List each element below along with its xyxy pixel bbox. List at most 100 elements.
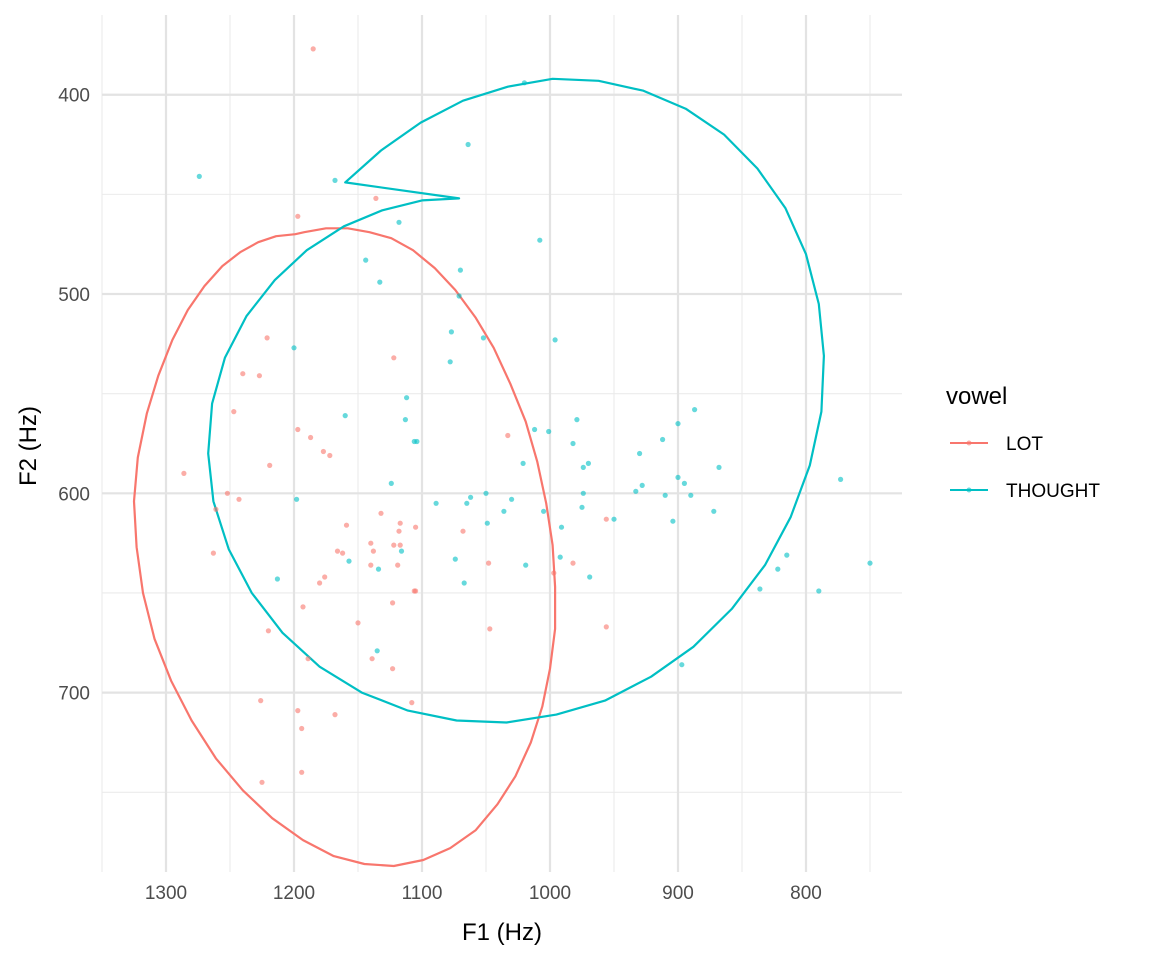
data-point-lot bbox=[310, 46, 316, 52]
series-lot bbox=[181, 46, 609, 785]
data-point-thought bbox=[377, 279, 383, 285]
data-point-thought bbox=[447, 359, 453, 365]
data-point-lot bbox=[332, 712, 338, 718]
data-point-thought bbox=[537, 237, 543, 243]
data-point-lot bbox=[391, 355, 397, 361]
data-point-thought bbox=[688, 492, 694, 498]
data-point-lot bbox=[409, 700, 415, 706]
data-point-thought bbox=[670, 518, 676, 524]
confidence-ellipses bbox=[132, 77, 825, 868]
data-point-lot bbox=[327, 452, 333, 459]
data-point-lot bbox=[603, 624, 609, 630]
data-point-lot bbox=[397, 520, 403, 526]
data-point-lot bbox=[264, 335, 270, 341]
data-point-thought bbox=[662, 492, 668, 498]
grid bbox=[101, 15, 902, 872]
data-point-thought bbox=[541, 508, 547, 514]
data-point-thought bbox=[716, 464, 722, 470]
data-point-lot bbox=[317, 580, 323, 586]
data-point-lot bbox=[299, 725, 305, 732]
data-point-thought bbox=[294, 496, 300, 502]
data-point-lot bbox=[240, 371, 246, 377]
data-point-thought bbox=[681, 480, 688, 486]
data-point-thought bbox=[196, 173, 202, 179]
data-point-lot bbox=[299, 769, 305, 775]
data-point-thought bbox=[579, 504, 585, 510]
data-point-thought bbox=[291, 345, 297, 351]
legend-item-lot: LOT bbox=[950, 434, 1043, 455]
legend-item-thought: THOUGHT bbox=[950, 481, 1100, 502]
data-point-thought bbox=[468, 494, 474, 500]
data-point-lot bbox=[340, 550, 346, 556]
y-tick-label: 400 bbox=[58, 86, 90, 107]
data-point-lot bbox=[256, 373, 262, 379]
data-point-lot bbox=[390, 666, 396, 672]
data-point-lot bbox=[300, 604, 306, 610]
x-axis-title: F1 (Hz) bbox=[462, 919, 542, 946]
data-point-lot bbox=[295, 708, 301, 714]
data-point-lot bbox=[413, 524, 419, 530]
data-point-thought bbox=[775, 566, 781, 572]
data-point-lot bbox=[265, 628, 271, 634]
legend-label-thought: THOUGHT bbox=[1006, 481, 1100, 502]
data-point-lot bbox=[322, 574, 328, 580]
data-point-lot bbox=[334, 548, 341, 554]
data-point-thought bbox=[570, 440, 576, 447]
legend-key-point-thought bbox=[966, 487, 972, 493]
data-point-thought bbox=[816, 588, 822, 594]
data-point-thought bbox=[483, 490, 489, 496]
x-tick-label: 800 bbox=[790, 883, 822, 904]
data-point-thought bbox=[363, 257, 369, 263]
x-tick-label: 1300 bbox=[145, 883, 187, 904]
data-point-thought bbox=[464, 500, 470, 506]
data-point-thought bbox=[414, 438, 420, 445]
data-point-thought bbox=[332, 177, 338, 183]
data-point-thought bbox=[465, 141, 471, 148]
y-tick-label: 500 bbox=[58, 285, 90, 306]
data-point-lot bbox=[231, 409, 237, 415]
data-point-thought bbox=[433, 500, 439, 506]
data-point-lot bbox=[391, 542, 397, 548]
data-point-thought bbox=[402, 417, 408, 423]
data-point-thought bbox=[637, 450, 643, 457]
y-axis-ticks: 400 500 600 700 bbox=[58, 86, 90, 705]
ellipse-thought bbox=[207, 77, 825, 724]
data-point-thought bbox=[580, 464, 586, 470]
data-point-thought bbox=[675, 474, 681, 480]
data-point-lot bbox=[308, 434, 314, 441]
data-point-lot bbox=[305, 656, 311, 662]
data-point-thought bbox=[452, 556, 458, 562]
data-point-lot bbox=[210, 550, 216, 556]
data-point-thought bbox=[484, 520, 490, 526]
data-point-thought bbox=[457, 267, 463, 273]
data-point-lot bbox=[390, 600, 396, 606]
data-point-thought bbox=[552, 337, 558, 343]
data-point-thought bbox=[784, 552, 790, 558]
data-point-thought bbox=[509, 496, 515, 502]
data-point-lot bbox=[487, 626, 493, 632]
data-point-thought bbox=[660, 436, 666, 443]
data-point-thought bbox=[404, 395, 410, 401]
legend-key-point-lot bbox=[966, 440, 972, 446]
data-point-thought bbox=[711, 508, 717, 514]
data-point-lot bbox=[395, 562, 401, 568]
data-point-thought bbox=[375, 566, 382, 572]
data-point-lot bbox=[295, 426, 301, 433]
x-tick-label: 1100 bbox=[402, 883, 443, 904]
data-point-thought bbox=[532, 426, 538, 433]
data-point-lot bbox=[368, 562, 374, 568]
data-point-lot bbox=[370, 548, 376, 554]
data-point-thought bbox=[456, 293, 462, 299]
y-tick-label: 600 bbox=[58, 484, 90, 505]
legend: vowel LOT THOUGHT bbox=[946, 383, 1100, 502]
data-point-thought bbox=[558, 524, 565, 530]
data-point-thought bbox=[757, 586, 763, 592]
data-point-lot bbox=[259, 779, 265, 785]
data-point-lot bbox=[320, 448, 326, 455]
data-point-thought bbox=[461, 580, 467, 586]
x-tick-label: 900 bbox=[662, 883, 694, 904]
data-point-lot bbox=[258, 698, 264, 704]
series-thought bbox=[196, 80, 873, 668]
data-point-thought bbox=[346, 558, 352, 564]
